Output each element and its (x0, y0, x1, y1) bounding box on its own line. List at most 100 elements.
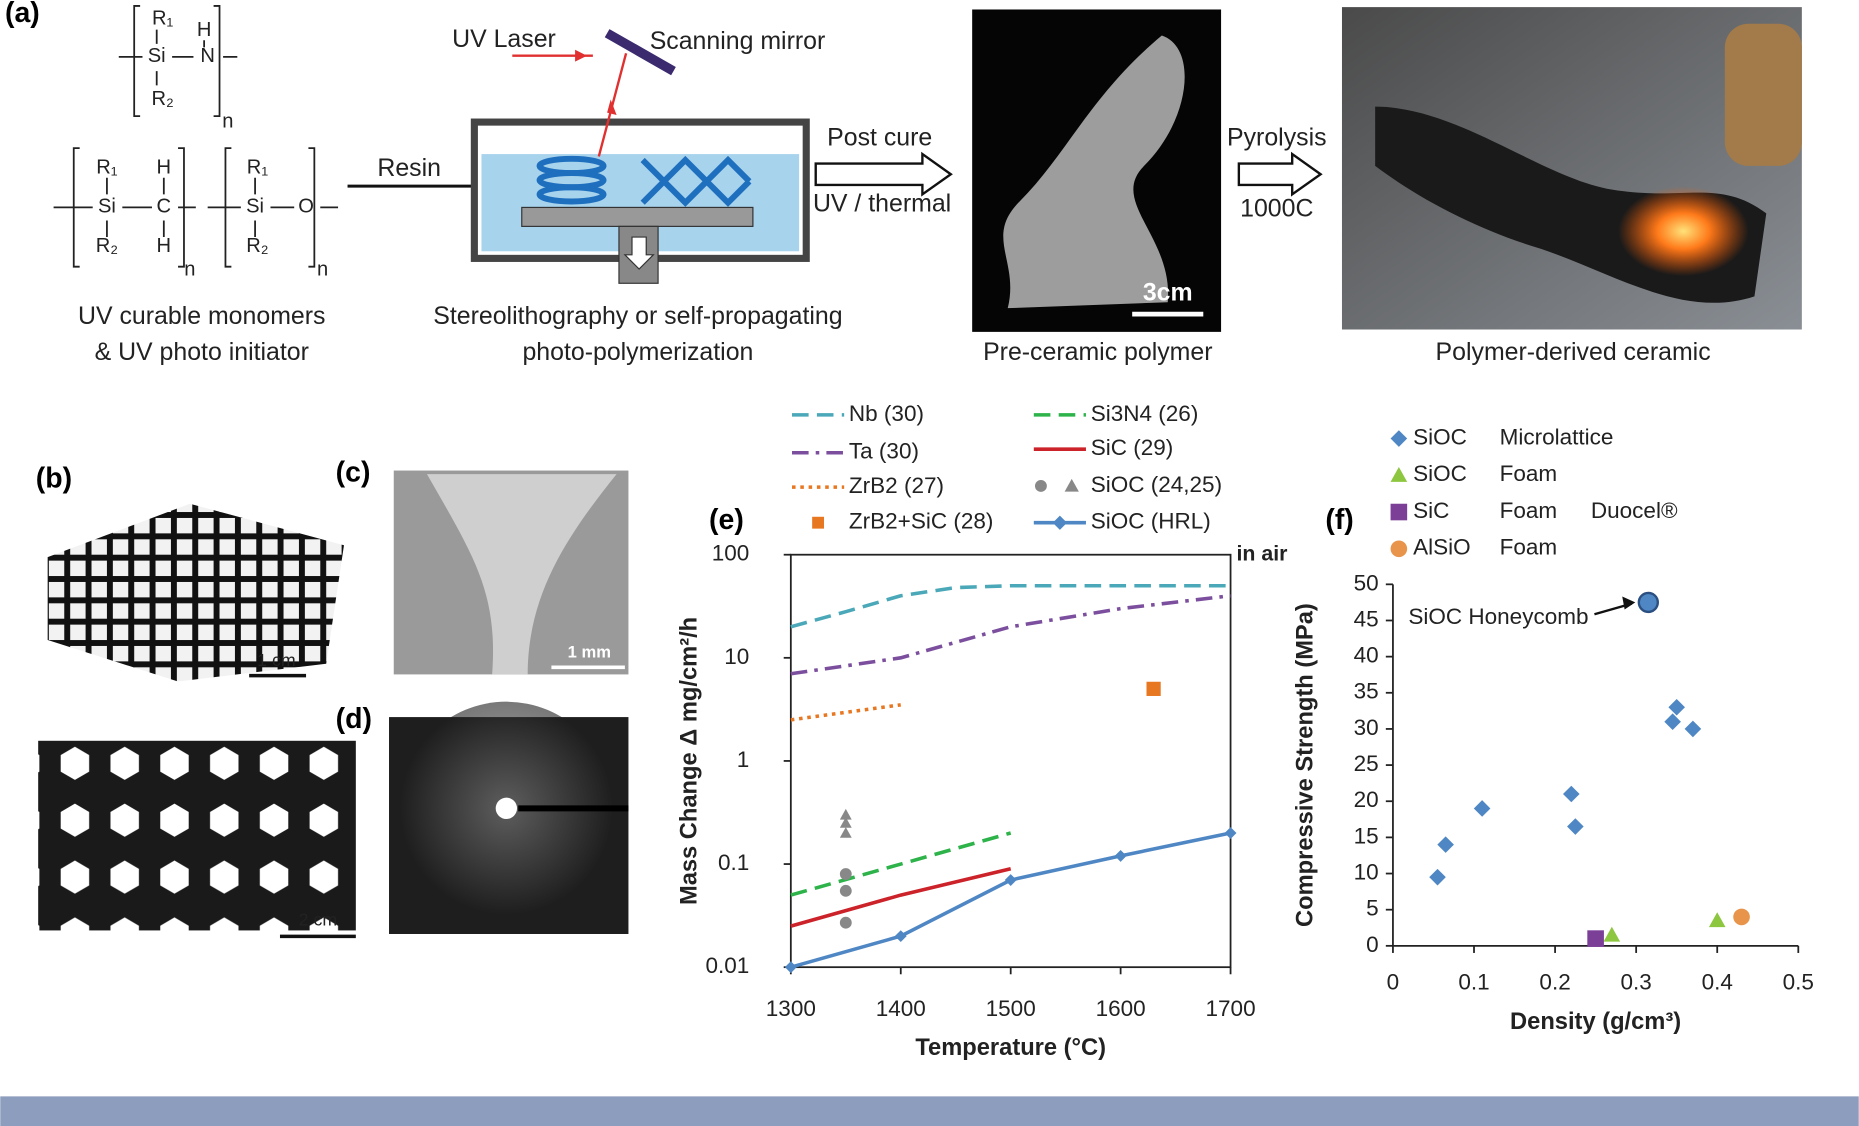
panel-label: (e) (709, 504, 744, 536)
y-tick-label: 5 (1366, 896, 1379, 921)
panel-label: (c) (336, 457, 371, 489)
x-tick-label: 1600 (1096, 996, 1146, 1021)
marker (1587, 930, 1604, 947)
marker (839, 817, 852, 828)
y-tick-label: 100 (712, 541, 750, 566)
photo-torch (1724, 23, 1802, 166)
scale-label: 1 cm (257, 650, 296, 670)
marker (1064, 478, 1079, 492)
plot-frame (789, 553, 1232, 969)
atom: H (157, 235, 172, 257)
atom: O (298, 196, 314, 218)
series-line (790, 703, 901, 722)
y-tick-label: 10 (1354, 859, 1379, 884)
label: Scanning mirror (650, 27, 826, 55)
atom: R₂ (151, 88, 173, 110)
marker (1004, 874, 1017, 886)
annotation: SiOC Honeycomb (1408, 604, 1588, 629)
label: 1000C (1240, 194, 1313, 222)
legend-label: SiOC (1413, 425, 1467, 450)
platform (521, 206, 754, 227)
caption: photo-polymerization (522, 338, 753, 366)
legend-label: SiC (29) (1091, 435, 1174, 460)
x-tick-label: 0.3 (1620, 970, 1651, 995)
x-axis-title: Temperature (°C) (915, 1035, 1106, 1061)
marker (839, 808, 852, 820)
marker (839, 827, 852, 838)
y-tick-label: 10 (724, 644, 749, 669)
atom: n (317, 259, 328, 281)
y-tick-label: 30 (1354, 715, 1379, 740)
panel-label: (b) (36, 463, 72, 495)
y-tick-label: 0.01 (706, 953, 750, 978)
photo-object (426, 474, 617, 675)
marker (784, 961, 797, 974)
atom: H (197, 19, 212, 41)
bond (53, 177, 196, 238)
panel-label: (d) (336, 703, 372, 735)
legend-label: ZrB2+SiC (28) (849, 509, 994, 534)
panel-label: (f) (1325, 504, 1353, 536)
bond (207, 177, 339, 238)
annotation-arrow-head (1622, 596, 1636, 610)
marker (1146, 681, 1161, 696)
atom: C (157, 196, 172, 218)
scale-label: 3cm (1143, 279, 1193, 307)
caption: Pre-ceramic polymer (983, 338, 1212, 366)
photo (47, 503, 344, 682)
x-tick-label: 0.1 (1458, 970, 1489, 995)
legend-label: Foam (1500, 461, 1558, 486)
caption: & UV photo initiator (95, 338, 309, 366)
marker (1390, 466, 1408, 482)
annotation: in air (1236, 541, 1287, 565)
y-tick-label: 50 (1354, 570, 1379, 595)
marker (1562, 785, 1580, 803)
x-tick-label: 1500 (986, 996, 1036, 1021)
scale-label: 2 cm (299, 910, 338, 930)
marker (839, 916, 852, 929)
mirror (604, 29, 676, 76)
y-tick-label: 0.1 (718, 850, 749, 875)
y-tick-label: 40 (1354, 643, 1379, 668)
marker (1224, 827, 1237, 839)
x-tick-label: 0.4 (1702, 970, 1733, 995)
laser-head (607, 99, 617, 115)
legend-label: Si3N4 (26) (1091, 401, 1199, 426)
photo (38, 740, 356, 931)
marker (1567, 818, 1584, 835)
marker (839, 868, 852, 880)
marker (812, 516, 825, 529)
atom: H (157, 157, 172, 179)
label: Resin (377, 154, 441, 182)
monomer-atoms: R₁ H Si N R₂ n R₁ H Si C R₂ H n R₁ Si O … (96, 7, 328, 280)
marker (1437, 836, 1454, 853)
scale-label: 1 mm (568, 642, 611, 661)
series-line (790, 867, 1012, 928)
monomer (53, 5, 339, 268)
x-tick-label: 1400 (876, 996, 926, 1021)
y-tick-label: 35 (1354, 679, 1379, 704)
legend-label: Foam (1500, 498, 1558, 523)
atom: n (184, 259, 195, 281)
y-tick-label: 20 (1354, 787, 1379, 812)
y-axis-title: Mass Change Δ mg/cm²/h (676, 617, 702, 905)
atom: R₁ (247, 157, 269, 179)
series-line (790, 831, 1231, 969)
marker (1473, 800, 1491, 817)
y-tick-label: 1 (737, 747, 750, 772)
atom: R₁ (96, 157, 118, 179)
x-tick-label: 1300 (766, 996, 816, 1021)
x-tick-label: 0.5 (1783, 970, 1814, 995)
marker (839, 884, 852, 897)
label: UV Laser (452, 25, 556, 53)
y-axis-title: Compressive Strength (MPa) (1293, 603, 1319, 927)
legend-label: Nb (30) (849, 401, 924, 426)
atom: n (222, 110, 233, 132)
x-tick-label: 1700 (1206, 996, 1256, 1021)
legend-label: Duocel® (1591, 498, 1678, 523)
label: Pyrolysis (1227, 123, 1327, 151)
marker (1603, 926, 1621, 942)
footer-band (0, 1096, 1859, 1126)
